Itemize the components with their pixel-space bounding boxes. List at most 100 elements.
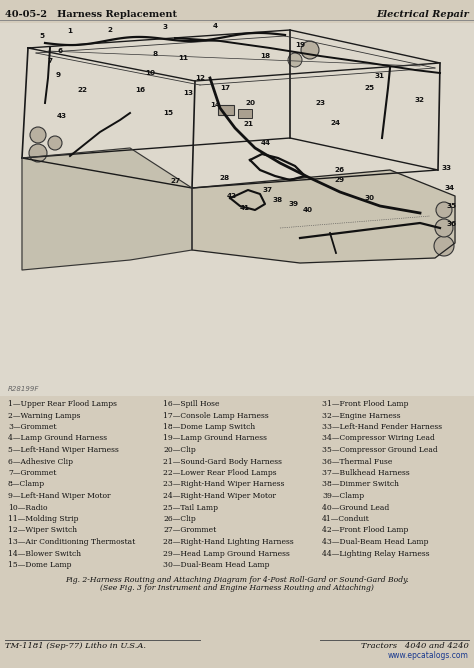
Text: 15: 15 [163,110,173,116]
Text: 3—Grommet: 3—Grommet [8,423,56,431]
Text: 35: 35 [447,203,457,209]
Circle shape [48,136,62,150]
Text: 5: 5 [39,33,45,39]
Text: (See Fig. 3 for Instrument and Engine Harness Routing and Attaching): (See Fig. 3 for Instrument and Engine Ha… [100,584,374,593]
Text: 11: 11 [178,55,188,61]
Bar [0,23,474,396]
Text: 39: 39 [289,201,299,207]
Text: www.epcatalogs.com: www.epcatalogs.com [388,651,469,660]
Text: 5—Left-Hand Wiper Harness: 5—Left-Hand Wiper Harness [8,446,119,454]
Text: 6: 6 [57,48,63,54]
Text: 4: 4 [212,23,218,29]
Text: 9: 9 [55,72,61,78]
Text: 13—Air Conditioning Thermostat: 13—Air Conditioning Thermostat [8,538,135,546]
Text: 12—Wiper Switch: 12—Wiper Switch [8,526,77,534]
Text: 11—Molding Strip: 11—Molding Strip [8,515,79,523]
Bar [218,105,234,115]
Text: 19: 19 [295,42,305,48]
Text: 3: 3 [163,24,167,30]
Polygon shape [22,148,192,270]
Text: TM-1181 (Sep-77) Litho in U.S.A.: TM-1181 (Sep-77) Litho in U.S.A. [5,642,146,650]
Text: 42—Front Flood Lamp: 42—Front Flood Lamp [322,526,409,534]
Text: 28: 28 [220,175,230,181]
Text: R28199F: R28199F [8,386,39,392]
Text: 22: 22 [77,87,87,93]
Text: 41: 41 [240,205,250,211]
Text: 18: 18 [260,53,270,59]
Text: 2—Warning Lamps: 2—Warning Lamps [8,411,81,420]
Text: 15—Dome Lamp: 15—Dome Lamp [8,561,72,569]
Text: 33—Left-Hand Fender Harness: 33—Left-Hand Fender Harness [322,423,442,431]
Text: 40-05-2   Harness Replacement: 40-05-2 Harness Replacement [5,10,177,19]
Text: 20: 20 [245,100,255,106]
Text: 36: 36 [447,221,457,227]
Text: 21: 21 [243,121,253,127]
Text: 24—Right-Hand Wiper Motor: 24—Right-Hand Wiper Motor [163,492,276,500]
Text: 33: 33 [442,165,452,171]
Text: 22—Lower Rear Flood Lamps: 22—Lower Rear Flood Lamps [163,469,277,477]
Text: 10—Radio: 10—Radio [8,504,47,512]
Text: 4—Lamp Ground Harness: 4—Lamp Ground Harness [8,434,107,442]
Text: 28—Right-Hand Lighting Harness: 28—Right-Hand Lighting Harness [163,538,294,546]
Text: 32: 32 [415,97,425,103]
Text: 43: 43 [57,113,67,119]
Text: 26: 26 [335,167,345,173]
Circle shape [30,127,46,143]
Circle shape [288,53,302,67]
Text: 30—Dual-Beam Head Lamp: 30—Dual-Beam Head Lamp [163,561,270,569]
Circle shape [434,236,454,256]
Text: 39—Clamp: 39—Clamp [322,492,364,500]
Text: 36—Thermal Fuse: 36—Thermal Fuse [322,458,392,466]
Text: Tractors   4040 and 4240: Tractors 4040 and 4240 [361,642,469,650]
Text: 1—Upper Rear Flood Lamps: 1—Upper Rear Flood Lamps [8,400,117,408]
Circle shape [301,41,319,59]
Text: 29—Head Lamp Ground Harness: 29—Head Lamp Ground Harness [163,550,290,558]
Text: 7: 7 [47,58,53,64]
Text: 24: 24 [330,120,340,126]
Text: 43—Dual-Beam Head Lamp: 43—Dual-Beam Head Lamp [322,538,428,546]
Text: 18—Dome Lamp Switch: 18—Dome Lamp Switch [163,423,255,431]
Text: 14: 14 [210,102,220,108]
Text: 26—Clip: 26—Clip [163,515,196,523]
Text: 25: 25 [365,85,375,91]
Text: 25—Tail Lamp: 25—Tail Lamp [163,504,218,512]
Text: 17—Console Lamp Harness: 17—Console Lamp Harness [163,411,269,420]
Circle shape [435,219,453,237]
Text: 12: 12 [195,75,205,81]
Text: 13: 13 [183,90,193,96]
Text: 23: 23 [315,100,325,106]
Text: 23—Right-Hand Wiper Harness: 23—Right-Hand Wiper Harness [163,480,284,488]
Text: 21—Sound-Gard Body Harness: 21—Sound-Gard Body Harness [163,458,282,466]
Text: 27: 27 [170,178,180,184]
Text: 8: 8 [153,51,157,57]
Text: 37: 37 [263,187,273,193]
Text: 32—Engine Harness: 32—Engine Harness [322,411,401,420]
Text: 37—Bulkhead Harness: 37—Bulkhead Harness [322,469,410,477]
Text: 10: 10 [145,70,155,76]
Text: 31: 31 [375,73,385,79]
Text: 19—Lamp Ground Harness: 19—Lamp Ground Harness [163,434,267,442]
Text: 2: 2 [108,27,112,33]
Text: 42: 42 [227,193,237,199]
Text: 30: 30 [365,195,375,201]
Text: 38: 38 [273,197,283,203]
Text: 20—Clip: 20—Clip [163,446,196,454]
Text: 44—Lighting Relay Harness: 44—Lighting Relay Harness [322,550,429,558]
Text: 38—Dimmer Switch: 38—Dimmer Switch [322,480,399,488]
Text: 14—Blower Switch: 14—Blower Switch [8,550,81,558]
Text: 9—Left-Hand Wiper Motor: 9—Left-Hand Wiper Motor [8,492,110,500]
Text: 29: 29 [335,177,345,183]
Text: 44: 44 [261,140,271,146]
Text: 34—Compressor Wiring Lead: 34—Compressor Wiring Lead [322,434,435,442]
Circle shape [29,144,47,162]
Bar [238,109,252,118]
Text: 40: 40 [303,207,313,213]
Polygon shape [192,170,455,263]
Text: Electrical Repair: Electrical Repair [376,10,469,19]
Text: 35—Compressor Ground Lead: 35—Compressor Ground Lead [322,446,438,454]
Text: 6—Adhesive Clip: 6—Adhesive Clip [8,458,73,466]
Text: 8—Clamp: 8—Clamp [8,480,45,488]
Text: 41—Conduit: 41—Conduit [322,515,370,523]
Text: 16: 16 [135,87,145,93]
Text: 1: 1 [67,28,73,34]
